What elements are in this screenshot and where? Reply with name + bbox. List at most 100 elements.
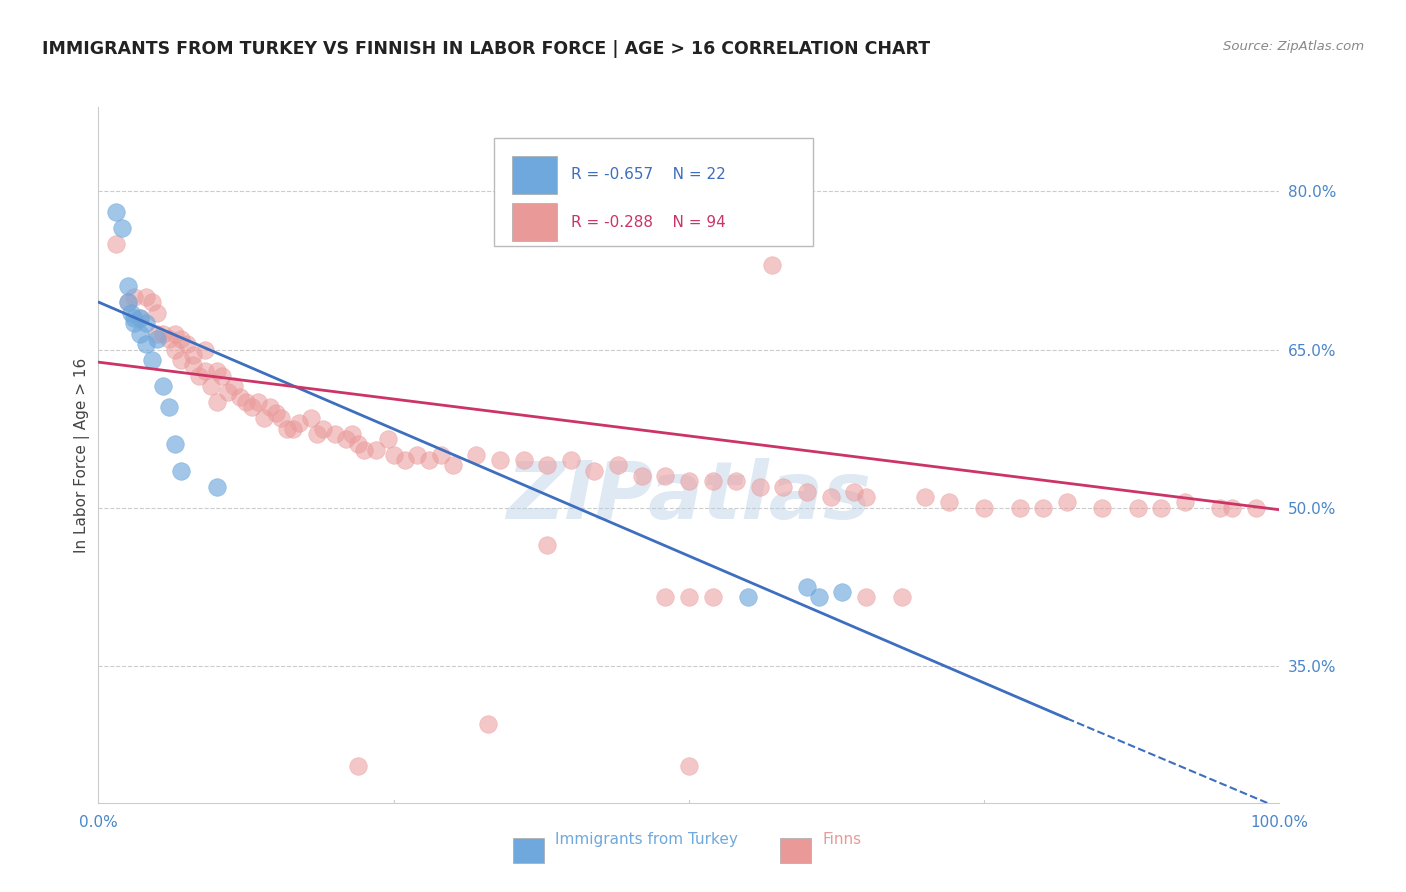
Point xyxy=(181,359,204,373)
Point xyxy=(607,458,630,473)
Point xyxy=(737,591,759,605)
Point xyxy=(583,464,606,478)
Point xyxy=(323,426,346,441)
Point xyxy=(152,326,174,341)
Point xyxy=(418,453,440,467)
Point xyxy=(229,390,252,404)
Point xyxy=(224,379,246,393)
Point xyxy=(807,591,830,605)
Point xyxy=(165,343,187,357)
Point xyxy=(187,368,209,383)
Point xyxy=(205,479,228,493)
Point xyxy=(630,469,652,483)
Point xyxy=(176,337,198,351)
Point xyxy=(844,484,866,499)
Point xyxy=(938,495,960,509)
FancyBboxPatch shape xyxy=(512,203,557,242)
Point xyxy=(259,401,281,415)
Text: Source: ZipAtlas.com: Source: ZipAtlas.com xyxy=(1223,40,1364,54)
Point xyxy=(105,205,128,219)
Point xyxy=(1244,500,1267,515)
Point xyxy=(135,337,157,351)
Y-axis label: In Labor Force | Age > 16: In Labor Force | Age > 16 xyxy=(75,358,90,552)
Point xyxy=(1091,500,1114,515)
Point xyxy=(430,448,453,462)
Point xyxy=(128,310,150,325)
Point xyxy=(796,580,818,594)
Point xyxy=(560,453,582,467)
Point xyxy=(170,332,193,346)
Point xyxy=(111,221,134,235)
Point xyxy=(165,326,187,341)
Point xyxy=(165,437,187,451)
Point xyxy=(312,421,335,435)
Point xyxy=(1174,495,1197,509)
Point xyxy=(855,591,877,605)
Point xyxy=(276,421,298,435)
Point xyxy=(305,426,328,441)
Point xyxy=(536,458,558,473)
Point xyxy=(914,490,936,504)
Point xyxy=(702,591,724,605)
Point xyxy=(761,258,783,272)
Point xyxy=(772,479,794,493)
Point xyxy=(128,326,150,341)
Point xyxy=(477,716,499,731)
Text: ZIPatlas: ZIPatlas xyxy=(506,458,872,536)
Point xyxy=(748,479,770,493)
Point xyxy=(382,448,405,462)
Point xyxy=(377,432,399,446)
Point xyxy=(194,363,217,377)
Point xyxy=(146,332,169,346)
Point xyxy=(105,237,128,252)
Point xyxy=(702,475,724,489)
Point xyxy=(489,453,512,467)
Point xyxy=(890,591,912,605)
Text: R = -0.288    N = 94: R = -0.288 N = 94 xyxy=(571,215,725,229)
Point xyxy=(299,411,322,425)
Point xyxy=(1220,500,1243,515)
Point xyxy=(117,295,139,310)
Point xyxy=(973,500,995,515)
Point xyxy=(678,591,700,605)
Point xyxy=(465,448,488,462)
Point xyxy=(678,759,700,773)
Point xyxy=(441,458,464,473)
Point xyxy=(283,421,305,435)
Point xyxy=(264,406,287,420)
Text: 100.0%: 100.0% xyxy=(1250,815,1309,830)
Point xyxy=(654,469,676,483)
Text: 0.0%: 0.0% xyxy=(79,815,118,830)
Point xyxy=(217,384,239,399)
Point xyxy=(796,484,818,499)
Point xyxy=(536,537,558,551)
Point xyxy=(157,401,180,415)
Point xyxy=(205,395,228,409)
Point xyxy=(353,442,375,457)
Point xyxy=(831,585,853,599)
Point xyxy=(122,316,145,330)
Point xyxy=(117,279,139,293)
Point xyxy=(1008,500,1031,515)
Point xyxy=(335,432,357,446)
Point xyxy=(135,290,157,304)
Point xyxy=(725,475,748,489)
Point xyxy=(855,490,877,504)
Point xyxy=(1126,500,1149,515)
Point xyxy=(146,326,169,341)
Point xyxy=(512,453,534,467)
Point xyxy=(654,591,676,605)
Point xyxy=(364,442,387,457)
Point xyxy=(122,310,145,325)
FancyBboxPatch shape xyxy=(494,138,813,246)
Point xyxy=(200,379,222,393)
Point xyxy=(235,395,257,409)
Point xyxy=(170,353,193,368)
Point xyxy=(205,363,228,377)
Point xyxy=(128,310,150,325)
Point xyxy=(1032,500,1054,515)
Point xyxy=(141,295,163,310)
Point xyxy=(1150,500,1173,515)
Point xyxy=(820,490,842,504)
Point xyxy=(157,332,180,346)
